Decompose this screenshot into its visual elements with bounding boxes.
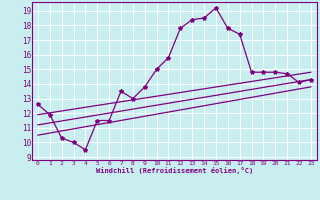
X-axis label: Windchill (Refroidissement éolien,°C): Windchill (Refroidissement éolien,°C) [96, 167, 253, 174]
